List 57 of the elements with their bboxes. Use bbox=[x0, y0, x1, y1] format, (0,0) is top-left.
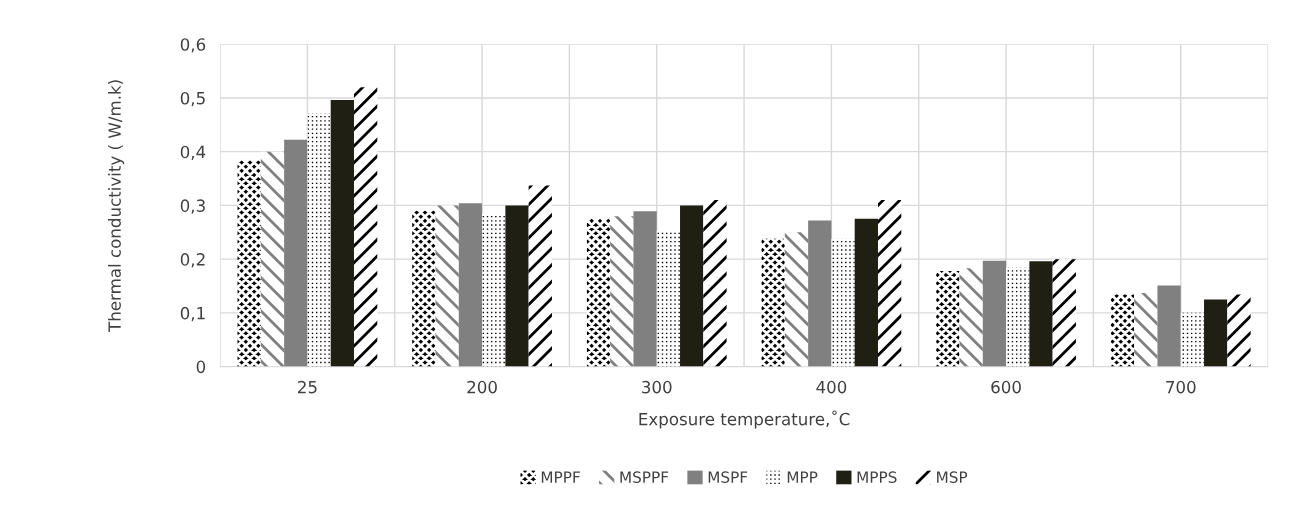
bar bbox=[831, 238, 855, 367]
bar bbox=[1110, 294, 1135, 367]
bar bbox=[610, 216, 634, 367]
y-tick-label: 0,1 bbox=[180, 306, 205, 322]
bar bbox=[458, 203, 483, 367]
bar bbox=[353, 87, 378, 367]
y-tick-label: 0,4 bbox=[180, 145, 206, 160]
x-tick-label: 400 bbox=[816, 380, 847, 394]
bar bbox=[761, 238, 785, 367]
bar bbox=[260, 151, 285, 367]
bar bbox=[330, 100, 354, 367]
bar bbox=[854, 218, 878, 367]
bar bbox=[307, 112, 331, 367]
bar bbox=[435, 205, 459, 367]
y-tick-label: 0,5 bbox=[180, 91, 205, 107]
x-tick-label: 200 bbox=[467, 380, 497, 394]
y-axis-title: Thermal conductivity ( W/m.k) bbox=[108, 80, 125, 332]
legend-label: MPPF bbox=[541, 471, 580, 483]
x-tick-label: 700 bbox=[1166, 380, 1196, 394]
legend-label: MPPS bbox=[857, 471, 897, 483]
y-tick-label: 0,2 bbox=[180, 253, 205, 268]
bar bbox=[1204, 299, 1228, 367]
x-tick-label: 300 bbox=[642, 380, 672, 394]
bar bbox=[633, 211, 657, 367]
bar bbox=[1029, 261, 1053, 367]
bar bbox=[1134, 292, 1158, 367]
bar bbox=[982, 260, 1007, 367]
bar bbox=[680, 205, 704, 367]
bar bbox=[482, 214, 506, 367]
bar bbox=[284, 139, 308, 367]
bar bbox=[877, 200, 902, 367]
y-tick-label: 0,6 bbox=[180, 38, 206, 53]
bar bbox=[586, 218, 611, 367]
x-tick-label: 25 bbox=[298, 380, 317, 394]
legend-label: MSP bbox=[937, 471, 968, 483]
bar bbox=[1006, 267, 1030, 367]
bar bbox=[528, 185, 552, 367]
bar bbox=[237, 160, 261, 367]
bar bbox=[959, 268, 983, 367]
bar bbox=[1180, 312, 1205, 367]
bar bbox=[412, 210, 436, 367]
y-tick-label: 0,3 bbox=[180, 199, 205, 214]
bar bbox=[505, 205, 529, 367]
x-axis-title: Exposure temperature,˚C bbox=[639, 410, 850, 429]
legend-label: MPP bbox=[787, 471, 818, 483]
bar bbox=[784, 232, 809, 367]
bar bbox=[703, 200, 727, 367]
bar bbox=[656, 230, 681, 367]
bar bbox=[1227, 294, 1251, 367]
bar bbox=[1052, 259, 1076, 367]
bar bbox=[808, 220, 832, 367]
legend-label: MSPPF bbox=[620, 471, 669, 483]
x-tick-label: 600 bbox=[991, 380, 1021, 394]
legend-label: MSPF bbox=[708, 471, 748, 483]
y-tick-label: 0 bbox=[196, 360, 206, 374]
bar bbox=[936, 270, 960, 367]
bar bbox=[1157, 285, 1181, 367]
